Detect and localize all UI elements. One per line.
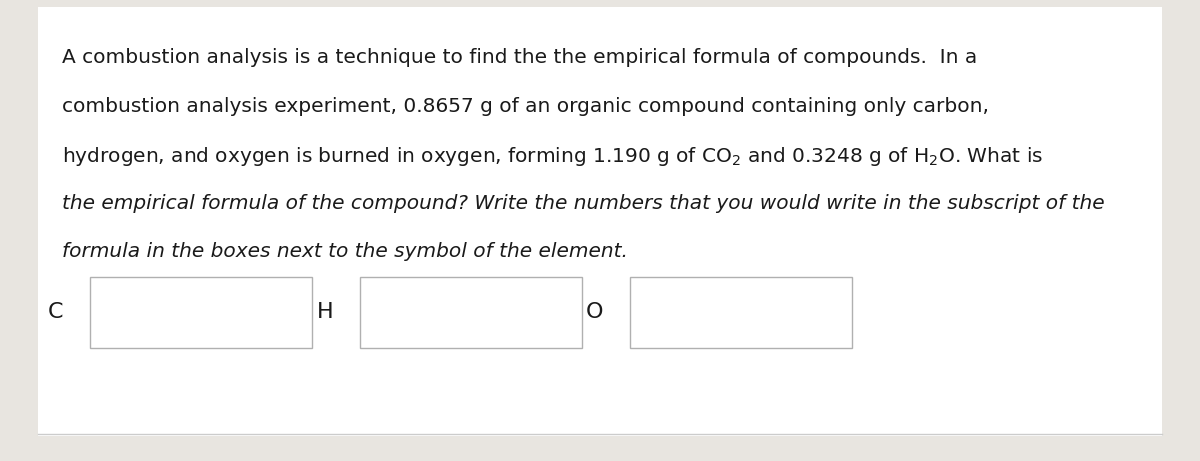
- FancyBboxPatch shape: [360, 277, 582, 348]
- Text: O: O: [586, 302, 604, 322]
- Text: C: C: [48, 302, 64, 322]
- Text: the empirical formula of the compound? Write the numbers that you would write in: the empirical formula of the compound? W…: [62, 194, 1105, 213]
- Text: combustion analysis experiment, 0.8657 g of an organic compound containing only : combustion analysis experiment, 0.8657 g…: [62, 97, 989, 116]
- Text: formula in the boxes next to the symbol of the element.: formula in the boxes next to the symbol …: [62, 242, 629, 261]
- Text: hydrogen, and oxygen is burned in oxygen, forming 1.190 g of CO$_2$ and 0.3248 g: hydrogen, and oxygen is burned in oxygen…: [62, 145, 1044, 168]
- FancyBboxPatch shape: [38, 7, 1162, 436]
- FancyBboxPatch shape: [90, 277, 312, 348]
- Text: H: H: [317, 302, 334, 322]
- Text: A combustion analysis is a technique to find the the empirical formula of compou: A combustion analysis is a technique to …: [62, 48, 978, 67]
- FancyBboxPatch shape: [630, 277, 852, 348]
